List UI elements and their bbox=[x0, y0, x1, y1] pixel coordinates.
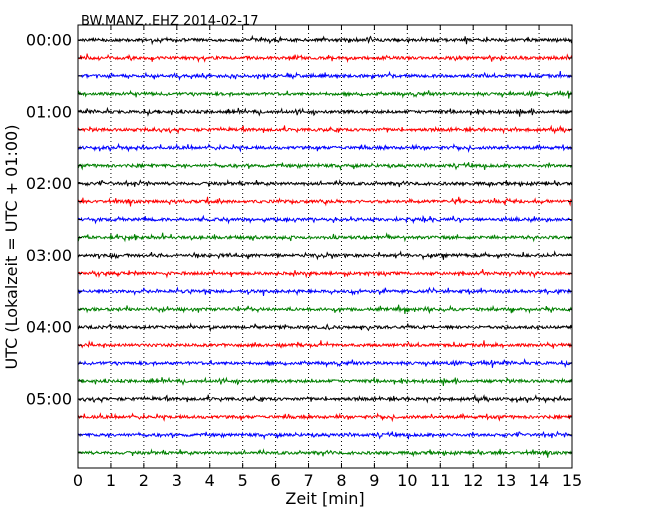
seismogram-traces bbox=[77, 34, 572, 458]
x-tick-label: 8 bbox=[336, 471, 346, 490]
x-tick-label: 14 bbox=[529, 471, 549, 490]
x-tick-label: 5 bbox=[238, 471, 248, 490]
x-tick-label: 6 bbox=[271, 471, 281, 490]
y-axis-label: UTC (Lokalzeit = UTC + 01:00) bbox=[2, 125, 21, 370]
trace-row bbox=[77, 89, 572, 99]
trace-row bbox=[77, 412, 572, 423]
trace-row bbox=[77, 430, 572, 441]
x-tick-label: 12 bbox=[463, 471, 483, 490]
y-tick-label: 05:00 bbox=[26, 390, 72, 409]
x-axis-label: Zeit [min] bbox=[285, 489, 364, 508]
trace-row bbox=[77, 340, 572, 349]
y-tick-label: 03:00 bbox=[26, 246, 72, 265]
x-tick-label: 13 bbox=[496, 471, 516, 490]
x-tick-label: 0 bbox=[73, 471, 83, 490]
x-tick-label: 11 bbox=[430, 471, 450, 490]
trace-row bbox=[77, 196, 572, 207]
trace-row bbox=[77, 286, 572, 297]
y-tick-label: 01:00 bbox=[26, 102, 72, 121]
x-tick-label: 9 bbox=[369, 471, 379, 490]
trace-row bbox=[77, 250, 572, 261]
y-tick-label: 02:00 bbox=[26, 174, 72, 193]
trace-row bbox=[77, 124, 572, 135]
trace-row bbox=[77, 34, 572, 46]
x-tick-label: 2 bbox=[139, 471, 149, 490]
chart-title: BW.MANZ..EHZ 2014-02-17 bbox=[81, 14, 259, 29]
trace-row bbox=[77, 357, 572, 369]
trace-row bbox=[77, 232, 572, 243]
trace-row bbox=[77, 142, 572, 153]
trace-row bbox=[77, 178, 572, 188]
x-axis-ticks: 0 1 2 3 4 5 6 7 8 9 10 11 12 13 14 15 bbox=[73, 25, 582, 490]
trace-row bbox=[77, 214, 572, 225]
y-tick-label: 00:00 bbox=[26, 31, 72, 50]
trace-row bbox=[77, 322, 572, 333]
x-tick-label: 10 bbox=[397, 471, 417, 490]
trace-row bbox=[77, 448, 572, 458]
x-tick-label: 4 bbox=[205, 471, 215, 490]
x-tick-label: 7 bbox=[303, 471, 313, 490]
y-axis-ticks: 00:00 01:00 02:00 03:00 04:00 05:00 bbox=[26, 31, 572, 454]
trace-row bbox=[77, 70, 572, 81]
minute-gridlines bbox=[110, 25, 540, 468]
trace-row bbox=[77, 393, 572, 404]
trace-row bbox=[77, 106, 572, 117]
x-tick-label: 1 bbox=[106, 471, 116, 490]
x-tick-label: 15 bbox=[562, 471, 582, 490]
trace-row bbox=[77, 161, 572, 171]
x-tick-label: 3 bbox=[172, 471, 182, 490]
trace-row bbox=[77, 268, 572, 279]
trace-row bbox=[77, 53, 572, 63]
plot-frame bbox=[77, 24, 573, 469]
trace-row bbox=[77, 376, 572, 387]
trace-row bbox=[77, 304, 572, 315]
y-tick-label: 04:00 bbox=[26, 318, 72, 337]
